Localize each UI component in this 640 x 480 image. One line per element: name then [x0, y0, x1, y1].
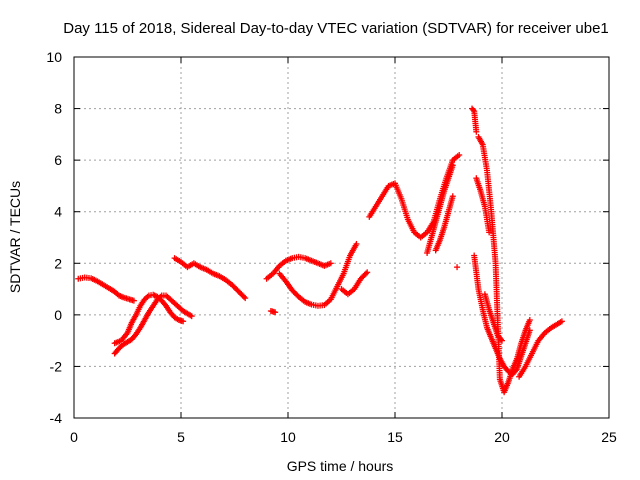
y-tick-label: 0	[54, 307, 62, 323]
data-point	[497, 336, 504, 343]
x-tick-label: 5	[177, 429, 185, 445]
data-point	[188, 313, 195, 320]
data-point	[454, 264, 461, 271]
data-point	[449, 162, 456, 169]
y-axis-label: SDTVAR / TECUs	[7, 181, 23, 293]
series-arc-m	[469, 105, 480, 135]
chart-title: Day 115 of 2018, Sidereal Day-to-day VTE…	[63, 20, 609, 37]
y-tick-label: -4	[50, 410, 63, 426]
y-tick-label: 2	[54, 255, 62, 271]
y-tick-label: 4	[54, 204, 62, 220]
data-point	[180, 318, 187, 325]
series-arc-q	[481, 291, 505, 344]
x-tick-label: 10	[280, 429, 296, 445]
series-arc-o	[475, 133, 533, 396]
y-tick-label: 10	[46, 49, 62, 65]
data-point	[242, 295, 249, 302]
series-arc-f	[263, 253, 334, 282]
series-arc-g	[276, 240, 360, 309]
y-tick-label: -2	[50, 358, 63, 374]
data-point	[526, 317, 533, 324]
x-tick-label: 20	[494, 429, 510, 445]
plot-frame	[73, 56, 610, 419]
data-point	[327, 260, 334, 267]
x-tick-label: 25	[601, 429, 617, 445]
series-arc-j	[424, 162, 456, 256]
data-point	[272, 309, 279, 316]
data-point	[470, 106, 477, 113]
data-points	[75, 105, 565, 396]
data-point	[240, 293, 247, 300]
data-point	[362, 270, 369, 277]
series-arc-c	[111, 291, 187, 347]
x-axis-label: GPS time / hours	[287, 458, 394, 474]
data-point	[456, 151, 463, 158]
data-point	[449, 193, 456, 200]
x-tick-label: 15	[387, 429, 403, 445]
x-tick-label: 0	[70, 429, 78, 445]
series-arc-p	[473, 175, 493, 236]
y-tick-label: 8	[54, 101, 62, 117]
series-arc-d	[171, 255, 249, 302]
series-arc-a	[75, 274, 137, 304]
series-arc-l	[454, 264, 461, 271]
series-arc-b	[111, 292, 195, 357]
data-point	[353, 240, 360, 247]
data-point	[499, 337, 505, 344]
axes: 0 5 10 15 20 25 -4 -2 0 2 4 6 8 10	[46, 49, 617, 445]
data-point	[130, 297, 137, 304]
series-arc-r	[516, 318, 565, 380]
data-point	[364, 269, 371, 276]
data-point	[486, 229, 493, 236]
data-point	[558, 318, 565, 325]
grid-lines	[74, 57, 609, 418]
y-tick-label: 6	[54, 152, 62, 168]
series-arc-k	[432, 193, 456, 254]
data-point	[473, 128, 480, 135]
series-arc-h	[338, 269, 371, 298]
series-arc-e	[267, 307, 279, 316]
